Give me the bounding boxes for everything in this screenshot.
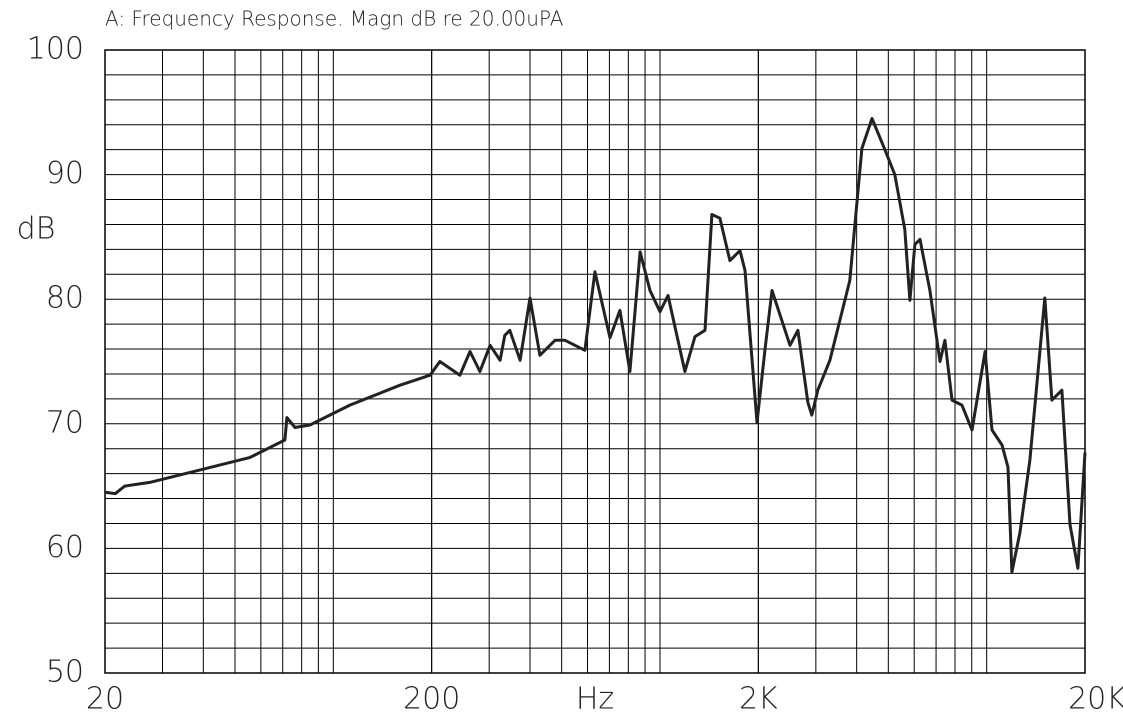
- x-tick-label: 20K: [1068, 682, 1123, 717]
- y-tick-label: 100: [27, 32, 84, 67]
- y-tick-label: 60: [46, 530, 84, 565]
- chart-title: A: Frequency Response. Magn dB re 20.00u…: [105, 7, 564, 31]
- x-axis-label: Hz: [576, 682, 614, 717]
- response-line: [104, 117, 1087, 574]
- y-axis-label: dB: [17, 212, 56, 247]
- y-tick-label: 70: [46, 405, 84, 440]
- y-tick-label: 90: [46, 156, 84, 191]
- x-tick-label: 2K: [739, 682, 778, 717]
- plot-frame: [104, 49, 1086, 674]
- y-tick-label: 80: [46, 281, 84, 316]
- x-tick-label: 200: [403, 682, 460, 717]
- x-tick-label: 20: [86, 682, 124, 717]
- y-tick-label: 50: [46, 655, 84, 690]
